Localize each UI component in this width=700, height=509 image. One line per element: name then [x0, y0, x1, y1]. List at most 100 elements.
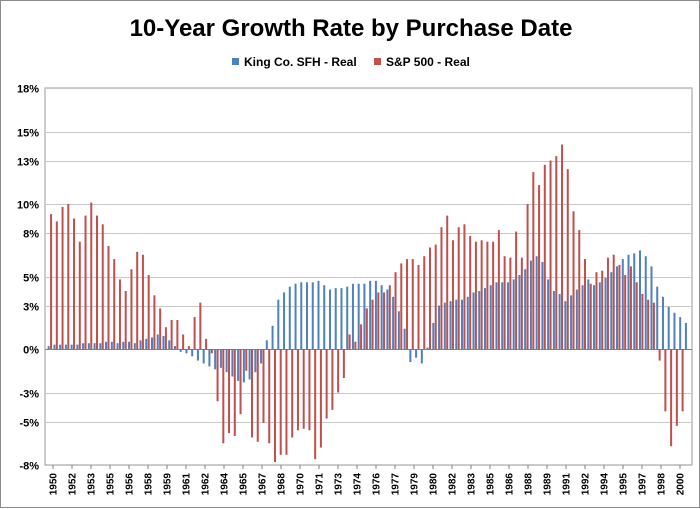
bar-king-co: [409, 349, 412, 363]
bar-sp500: [394, 272, 397, 349]
y-tick-label: -3%: [19, 389, 39, 401]
bar-king-co: [650, 266, 653, 349]
bar-king-co: [432, 322, 435, 349]
bar-sp500: [78, 241, 81, 349]
bar-king-co: [661, 296, 664, 349]
bar-sp500: [222, 349, 225, 444]
bar-king-co: [392, 296, 395, 349]
x-tick-label: 1976: [372, 473, 383, 496]
bar-sp500: [515, 231, 518, 349]
x-tick-label: 1982: [448, 473, 459, 496]
x-tick-label: 1958: [144, 473, 155, 496]
bar-king-co: [357, 283, 360, 349]
bar-king-co: [495, 282, 498, 349]
bar-sp500: [84, 215, 87, 349]
bar-sp500: [480, 240, 483, 349]
bar-sp500: [96, 215, 99, 349]
bar-king-co: [53, 344, 56, 349]
x-tick-label: 1985: [486, 473, 497, 496]
x-tick-label: 1983: [467, 473, 478, 496]
legend-swatch-sp500: [374, 58, 381, 65]
bar-sp500: [520, 257, 523, 349]
bar-sp500: [107, 246, 110, 349]
x-tick-label: 1959: [163, 473, 174, 496]
bar-king-co: [288, 286, 291, 349]
bar-sp500: [279, 349, 282, 455]
bar-king-co: [173, 346, 176, 349]
bar-king-co: [225, 349, 228, 373]
bar-king-co: [524, 269, 527, 349]
bar-king-co: [208, 349, 211, 367]
x-tick-label: 1965: [239, 473, 250, 496]
bar-sp500: [239, 349, 242, 415]
bar-sp500: [555, 156, 558, 349]
bar-sp500: [291, 349, 294, 438]
bars: [47, 144, 687, 463]
bar-king-co: [529, 260, 532, 349]
bar-sp500: [371, 299, 374, 349]
bar-king-co: [59, 344, 62, 349]
bar-king-co: [87, 343, 90, 349]
bar-king-co: [122, 341, 125, 349]
bar-sp500: [497, 230, 500, 349]
y-tick-label: 5%: [23, 273, 39, 285]
bar-king-co: [116, 343, 119, 349]
bar-king-co: [633, 253, 636, 349]
bar-sp500: [595, 272, 598, 349]
bar-king-co: [214, 349, 217, 370]
bar-sp500: [233, 349, 236, 436]
bar-sp500: [228, 349, 231, 434]
bar-king-co: [438, 305, 441, 349]
bar-sp500: [549, 160, 552, 349]
bar-sp500: [193, 317, 196, 349]
bar-sp500: [457, 227, 460, 349]
bar-sp500: [314, 349, 317, 460]
bar-sp500: [55, 221, 58, 349]
x-tick-label: 1991: [562, 473, 573, 496]
bar-king-co: [151, 337, 154, 349]
bar-king-co: [570, 295, 573, 349]
x-tick-label: 1979: [410, 473, 421, 496]
y-axis-ticks: -8% -5% -3% 0% 3% 5% 8% 10% 13% 15% 18%: [17, 84, 39, 473]
bar-sp500: [641, 293, 644, 349]
bar-king-co: [547, 279, 550, 349]
bar-king-co: [679, 317, 682, 349]
bar-sp500: [210, 349, 213, 354]
bar-king-co: [110, 341, 113, 349]
bar-sp500: [612, 254, 615, 349]
bar-sp500: [658, 349, 661, 361]
bar-sp500: [153, 295, 156, 349]
y-tick-label: 8%: [23, 229, 39, 241]
bar-king-co: [386, 289, 389, 349]
x-tick-label: 1998: [657, 473, 668, 496]
x-tick-label: 1977: [391, 473, 402, 496]
bar-king-co: [340, 288, 343, 349]
bar-sp500: [67, 204, 70, 349]
x-tick-label: 1952: [68, 473, 79, 496]
x-tick-label: 1953: [87, 473, 98, 496]
bar-sp500: [182, 334, 185, 349]
bar-king-co: [133, 343, 136, 349]
bar-king-co: [93, 343, 96, 349]
bar-king-co: [351, 283, 354, 349]
x-tick-label: 1994: [600, 473, 611, 496]
bar-sp500: [635, 282, 638, 349]
bar-king-co: [369, 280, 372, 349]
bar-king-co: [667, 306, 670, 349]
bar-sp500: [365, 308, 368, 349]
x-tick-label: 1950: [49, 473, 60, 496]
bar-sp500: [492, 241, 495, 349]
bar-king-co: [581, 285, 584, 349]
bar-sp500: [629, 266, 632, 349]
bar-king-co: [294, 283, 297, 349]
bar-sp500: [423, 256, 426, 349]
bar-sp500: [348, 334, 351, 349]
x-tick-label: 1967: [258, 473, 269, 496]
x-tick-label: 1964: [220, 473, 231, 496]
bar-sp500: [124, 291, 127, 349]
bar-sp500: [164, 327, 167, 349]
chart-title: 10-Year Growth Rate by Purchase Date: [130, 15, 573, 42]
bar-king-co: [656, 286, 659, 349]
bar-king-co: [191, 349, 194, 357]
bar-sp500: [302, 349, 305, 429]
